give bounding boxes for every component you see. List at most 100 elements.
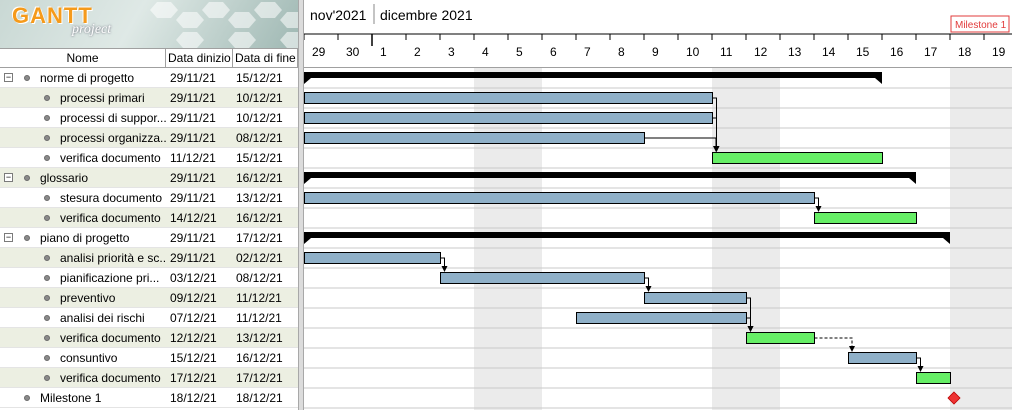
task-start-date[interactable]: 15/12/21 [170,351,217,365]
task-end-date[interactable]: 13/12/21 [236,191,283,205]
task-name[interactable]: verifica documento [60,371,161,385]
task-end-date[interactable]: 10/12/21 [236,91,283,105]
task-row[interactable]: analisi dei rischi 07/12/21 11/12/21 [0,308,298,328]
task-name[interactable]: analisi priorità e sc... [60,251,166,265]
task-group-row[interactable]: − piano di progetto 29/11/21 17/12/21 [0,228,298,248]
task-start-date[interactable]: 29/11/21 [170,111,216,125]
task-start-date[interactable]: 03/12/21 [170,271,217,285]
task-bar[interactable] [576,312,747,324]
task-start-date[interactable]: 12/12/21 [170,331,217,345]
task-row[interactable]: stesura documento 29/11/21 13/12/21 [0,188,298,208]
task-row[interactable]: verifica documento 11/12/21 15/12/21 [0,148,298,168]
timeline-header [304,0,1012,48]
task-name[interactable]: stesura documento [60,191,163,205]
task-name[interactable]: consuntivo [60,351,118,365]
task-name[interactable]: processi organizza... [60,131,166,145]
task-row[interactable]: verifica documento 14/12/21 16/12/21 [0,208,298,228]
task-bar[interactable] [304,192,815,204]
milestone-row[interactable]: Milestone 1 18/12/21 18/12/21 [0,388,298,408]
dependency-line [916,357,921,367]
task-end-date[interactable]: 11/12/21 [236,311,282,325]
task-name[interactable]: processi di suppor... [60,111,166,125]
collapse-toggle-icon[interactable]: − [4,72,13,82]
task-group-row[interactable]: − norme di progetto 29/11/21 15/12/21 [0,68,298,88]
collapse-toggle-icon[interactable]: − [4,172,13,182]
task-end-date[interactable]: 15/12/21 [236,151,283,165]
task-group-row[interactable]: − glossario 29/11/21 16/12/21 [0,168,298,188]
task-row[interactable]: processi di suppor... 29/11/21 10/12/21 [0,108,298,128]
task-end-date[interactable]: 15/12/21 [236,71,283,85]
task-start-date[interactable]: 29/11/21 [170,91,216,105]
task-bar[interactable] [304,92,713,104]
column-header-name[interactable]: Nome [0,49,166,68]
task-end-date[interactable]: 11/12/21 [236,291,282,305]
task-end-date[interactable]: 16/12/21 [236,211,283,225]
task-row[interactable]: verifica documento 17/12/21 17/12/21 [0,368,298,388]
task-row[interactable]: verifica documento 12/12/21 13/12/21 [0,328,298,348]
panel-splitter[interactable] [298,0,304,410]
task-row[interactable]: pianificazione pri... 03/12/21 08/12/21 [0,268,298,288]
task-name[interactable]: glossario [40,171,89,185]
gantt-chart[interactable]: nov'2021 dicembre 2021 Milestone 1 29 30 1 2 3 4… [304,0,1012,410]
task-row[interactable]: analisi priorità e sc... 29/11/21 02/12/21 [0,248,298,268]
task-name[interactable]: verifica documento [60,331,161,345]
task-name[interactable]: piano di progetto [40,231,130,245]
task-name[interactable]: processi primari [60,91,145,105]
milestone-header-flag[interactable] [950,15,1010,33]
task-bar[interactable] [644,292,747,304]
column-header-end[interactable]: Data di fine [233,49,298,68]
task-name[interactable]: verifica documento [60,151,161,165]
task-name[interactable]: Milestone 1 [40,391,102,405]
task-end-date[interactable]: 18/12/21 [236,391,283,405]
summary-bar[interactable] [304,72,882,78]
task-start-date[interactable]: 29/11/21 [170,71,216,85]
task-start-date[interactable]: 18/12/21 [170,391,217,405]
task-bar[interactable] [848,352,917,364]
task-end-date[interactable]: 08/12/21 [236,271,283,285]
task-start-date[interactable]: 11/12/21 [170,151,216,165]
task-row[interactable]: processi primari 29/11/21 10/12/21 [0,88,298,108]
task-end-date[interactable]: 10/12/21 [236,111,283,125]
task-end-date[interactable]: 16/12/21 [236,351,283,365]
task-end-date[interactable]: 17/12/21 [236,231,283,245]
task-start-date[interactable]: 29/11/21 [170,251,216,265]
task-bar[interactable] [304,252,441,264]
task-start-date[interactable]: 09/12/21 [170,291,217,305]
task-row[interactable]: preventivo 09/12/21 11/12/21 [0,288,298,308]
summary-bar[interactable] [304,172,916,178]
task-start-date[interactable]: 07/12/21 [170,311,217,325]
column-header-start[interactable]: Data dinizio [166,49,233,68]
task-end-date[interactable]: 16/12/21 [236,171,283,185]
task-bar[interactable] [746,332,815,344]
task-bar[interactable] [440,272,645,284]
task-name[interactable]: verifica documento [60,211,161,225]
task-start-date[interactable]: 29/11/21 [170,171,216,185]
task-row[interactable]: processi organizza... 29/11/21 08/12/21 [0,128,298,148]
milestone-diamond[interactable] [947,391,961,405]
task-start-date[interactable]: 17/12/21 [170,371,217,385]
collapse-toggle-icon[interactable]: − [4,232,13,242]
task-name[interactable]: pianificazione pri... [60,271,160,285]
summary-bar[interactable] [304,232,950,238]
task-start-date[interactable]: 29/11/21 [170,231,216,245]
task-row[interactable]: consuntivo 15/12/21 16/12/21 [0,348,298,368]
task-start-date[interactable]: 29/11/21 [170,191,216,205]
task-bar[interactable] [916,372,951,384]
task-start-date[interactable]: 29/11/21 [170,131,216,145]
day-label: 11 [720,45,733,59]
task-bar[interactable] [304,132,645,144]
task-bar[interactable] [712,152,883,164]
task-end-date[interactable]: 08/12/21 [236,131,283,145]
task-end-date[interactable]: 13/12/21 [236,331,283,345]
task-end-date[interactable]: 02/12/21 [236,251,283,265]
task-end-date[interactable]: 17/12/21 [236,371,283,385]
day-label: 7 [584,45,591,59]
task-name[interactable]: analisi dei rischi [60,311,145,325]
task-start-date[interactable]: 14/12/21 [170,211,217,225]
task-bar[interactable] [814,212,917,224]
task-name[interactable]: norme di progetto [40,71,135,85]
day-label: 4 [482,45,489,59]
task-name[interactable]: preventivo [60,291,116,305]
task-bar[interactable] [304,112,713,124]
